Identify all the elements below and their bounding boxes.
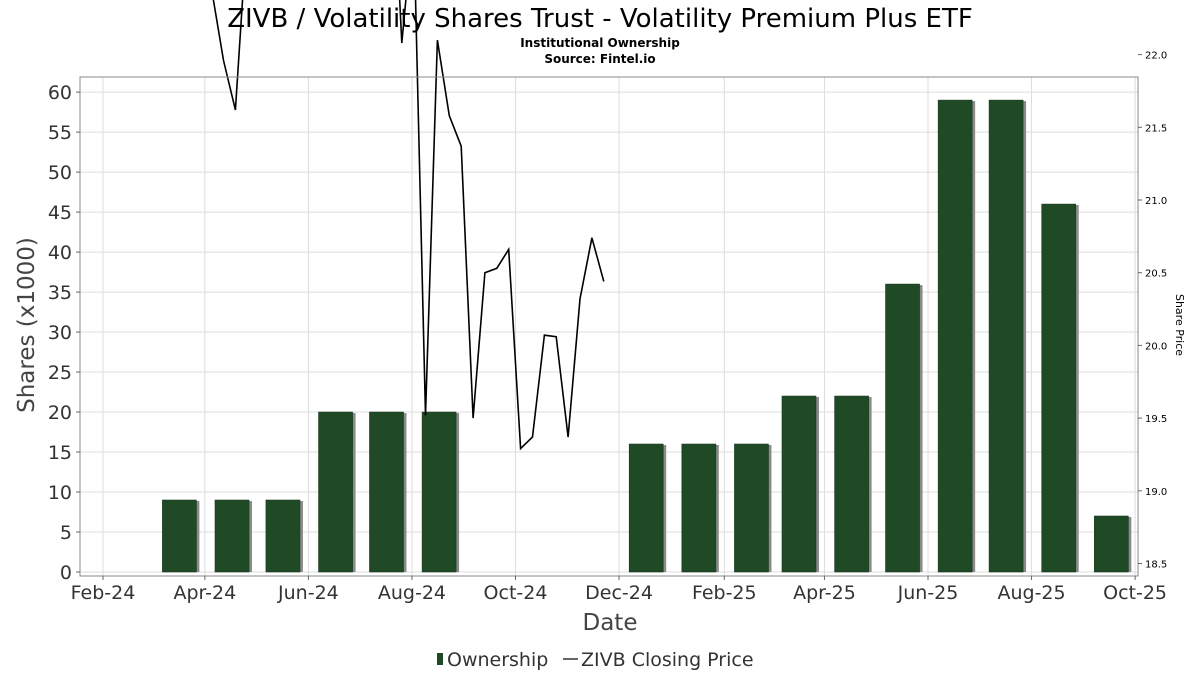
x-tick-label: Apr-25 [793, 582, 856, 604]
x-tick-label: Oct-24 [484, 582, 548, 604]
ownership-bar [628, 443, 664, 573]
x-tick-label: Feb-25 [692, 582, 757, 604]
x-axis-label: Date [583, 610, 638, 636]
x-axis: Feb-24 Apr-24 Jun-24 Aug-24 Oct-24 Dec-24 Feb-… [71, 576, 1167, 604]
y2-tick-label: 22.0 [1145, 51, 1167, 62]
y2-tick-label: 19.5 [1145, 414, 1167, 425]
y2-axis-label: Share Price [1173, 294, 1186, 356]
ownership-bar [937, 99, 973, 573]
y-tick-label: 55 [48, 122, 72, 144]
ownership-bar [421, 411, 457, 573]
y-tick-label: 30 [48, 322, 72, 344]
y-axis-left: 0 5 10 15 20 25 30 35 40 45 50 55 60 [48, 82, 80, 584]
x-tick-label: Oct-25 [1103, 582, 1167, 604]
ownership-bar [1041, 203, 1077, 573]
chart-source: Source: Fintel.io [544, 52, 655, 66]
legend-ownership-label: Ownership [447, 649, 548, 671]
y-tick-label: 5 [60, 522, 72, 544]
ownership-bar [834, 395, 869, 573]
x-tick-label: Feb-24 [71, 582, 136, 604]
y2-tick-label: 21.0 [1145, 196, 1167, 207]
y2-tick-label: 19.0 [1145, 487, 1167, 498]
x-tick-label: Jun-24 [277, 582, 339, 604]
x-tick-label: Jun-25 [897, 582, 959, 604]
y2-tick-label: 21.5 [1145, 123, 1167, 134]
x-tick-label: Apr-24 [174, 582, 237, 604]
ownership-bar [681, 443, 717, 573]
y-tick-label: 50 [48, 162, 72, 184]
legend: Ownership ZIVB Closing Price [437, 649, 754, 671]
ownership-bar [318, 411, 353, 573]
legend-price-label: ZIVB Closing Price [581, 649, 754, 671]
grid-lines [80, 77, 1138, 576]
y2-tick-label: 20.0 [1145, 341, 1167, 352]
y2-tick-label: 20.5 [1145, 269, 1167, 280]
y-axis-label: Shares (x1000) [14, 237, 40, 413]
chart-title: ZIVB / Volatility Shares Trust - Volatil… [227, 4, 973, 34]
ownership-bar [214, 499, 250, 573]
y-tick-label: 15 [48, 442, 72, 464]
y2-tick-label: 18.5 [1145, 560, 1167, 571]
chart-subtitle: Institutional Ownership [520, 36, 680, 50]
ownership-bar [734, 443, 769, 573]
x-tick-label: Aug-24 [378, 582, 446, 604]
ownership-bar [265, 499, 301, 573]
legend-ownership-swatch [437, 653, 443, 665]
ownership-bars [162, 99, 1132, 573]
ownership-bar [781, 395, 817, 573]
y-tick-label: 20 [48, 402, 72, 424]
ownership-bar [885, 283, 920, 573]
y-tick-label: 25 [48, 362, 72, 384]
y-tick-label: 35 [48, 282, 72, 304]
ownership-bar [1094, 515, 1129, 573]
y-tick-label: 45 [48, 202, 72, 224]
y-axis-right: 18.519.019.520.020.521.021.522.022.523.0… [1138, 51, 1167, 571]
y-tick-label: 0 [60, 562, 72, 584]
ownership-bar [162, 499, 197, 573]
plot-frame [79, 76, 1139, 577]
y-tick-label: 60 [48, 82, 72, 104]
x-tick-label: Aug-25 [997, 582, 1065, 604]
y-tick-label: 10 [48, 482, 72, 504]
ownership-bar [369, 411, 404, 573]
ownership-bar [988, 99, 1024, 573]
price-line [212, 0, 605, 451]
x-tick-label: Dec-24 [585, 582, 653, 604]
y-tick-label: 40 [48, 242, 72, 264]
